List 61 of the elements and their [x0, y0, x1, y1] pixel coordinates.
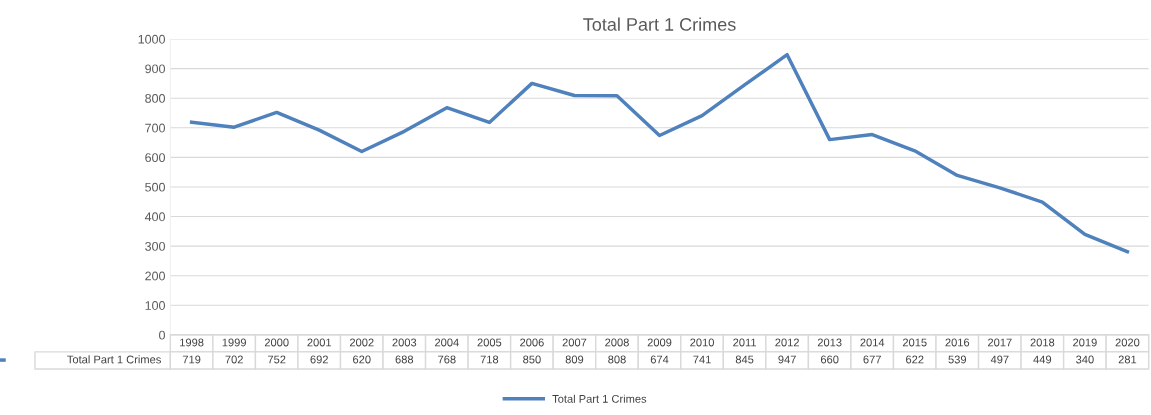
data-label: 752	[267, 355, 286, 364]
data-label: 808	[608, 355, 626, 364]
data-label: 719	[182, 355, 201, 364]
data-label: 674	[650, 355, 669, 364]
data-label: 677	[863, 355, 881, 364]
y-tick-label: 500	[145, 182, 165, 192]
y-tick-label: 1000	[138, 34, 165, 44]
x-tick-label: 2007	[562, 338, 587, 347]
data-label: 692	[310, 355, 328, 364]
legend-label: Total Part 1 Crimes	[552, 394, 647, 403]
x-tick-label: 2017	[988, 338, 1012, 347]
x-tick-label: 2011	[733, 338, 757, 347]
x-tick-label: 2002	[349, 338, 374, 347]
x-tick-label: 2001	[307, 338, 332, 347]
y-tick-label: 900	[145, 64, 165, 74]
data-label: 281	[1118, 355, 1137, 364]
data-label: 809	[565, 355, 584, 364]
data-label: 850	[523, 355, 541, 364]
y-tick-label: 400	[144, 212, 165, 222]
x-tick-label: 2020	[1115, 338, 1140, 347]
x-tick-label: 2013	[817, 338, 842, 347]
data-label: 845	[735, 355, 754, 364]
data-label: 741	[693, 355, 711, 364]
y-tick-label: 700	[145, 123, 165, 133]
data-label: 947	[778, 355, 796, 364]
data-label: 622	[906, 355, 924, 364]
y-tick-label: 300	[145, 241, 165, 251]
x-tick-label: 2015	[902, 338, 927, 347]
y-tick-label: 100	[145, 301, 165, 310]
x-tick-label: 2010	[690, 338, 714, 347]
x-tick-label: 2016	[945, 338, 970, 347]
x-tick-label: 2004	[435, 338, 459, 347]
data-label: 449	[1033, 355, 1052, 364]
x-tick-label: 2012	[775, 338, 799, 347]
x-tick-label: 2018	[1030, 338, 1055, 347]
text: Total Part 1 Crimes	[67, 355, 161, 364]
x-tick-label: 2009	[647, 338, 672, 347]
data-label: 688	[395, 355, 414, 364]
x-tick-label: 2006	[520, 338, 544, 347]
data-label: 497	[990, 355, 1009, 364]
x-tick-label: 2003	[392, 338, 417, 347]
line-series	[189, 52, 1130, 254]
data-label: 718	[480, 355, 499, 364]
x-tick-label: 2000	[264, 338, 289, 347]
data-label: 340	[1076, 355, 1094, 364]
chart-title: Total Part 1 Crimes	[583, 17, 736, 31]
x-tick-label: 2008	[605, 338, 629, 347]
data-label: 539	[948, 355, 967, 364]
x-tick-label: 1999	[222, 338, 246, 347]
data-label: 620	[353, 355, 371, 364]
x-tick-label: 2014	[860, 338, 885, 347]
y-tick-label: 800	[145, 93, 165, 103]
x-tick-label: 1998	[180, 338, 204, 347]
y-tick-label: 600	[145, 153, 165, 163]
x-tick-label: 2019	[1073, 338, 1097, 347]
data-label: 768	[438, 355, 456, 364]
data-label: 702	[225, 355, 243, 364]
y-tick-label: 0	[159, 330, 165, 340]
y-tick-label: 200	[145, 271, 165, 281]
data-label: 660	[820, 355, 839, 364]
x-tick-label: 2005	[477, 338, 502, 347]
